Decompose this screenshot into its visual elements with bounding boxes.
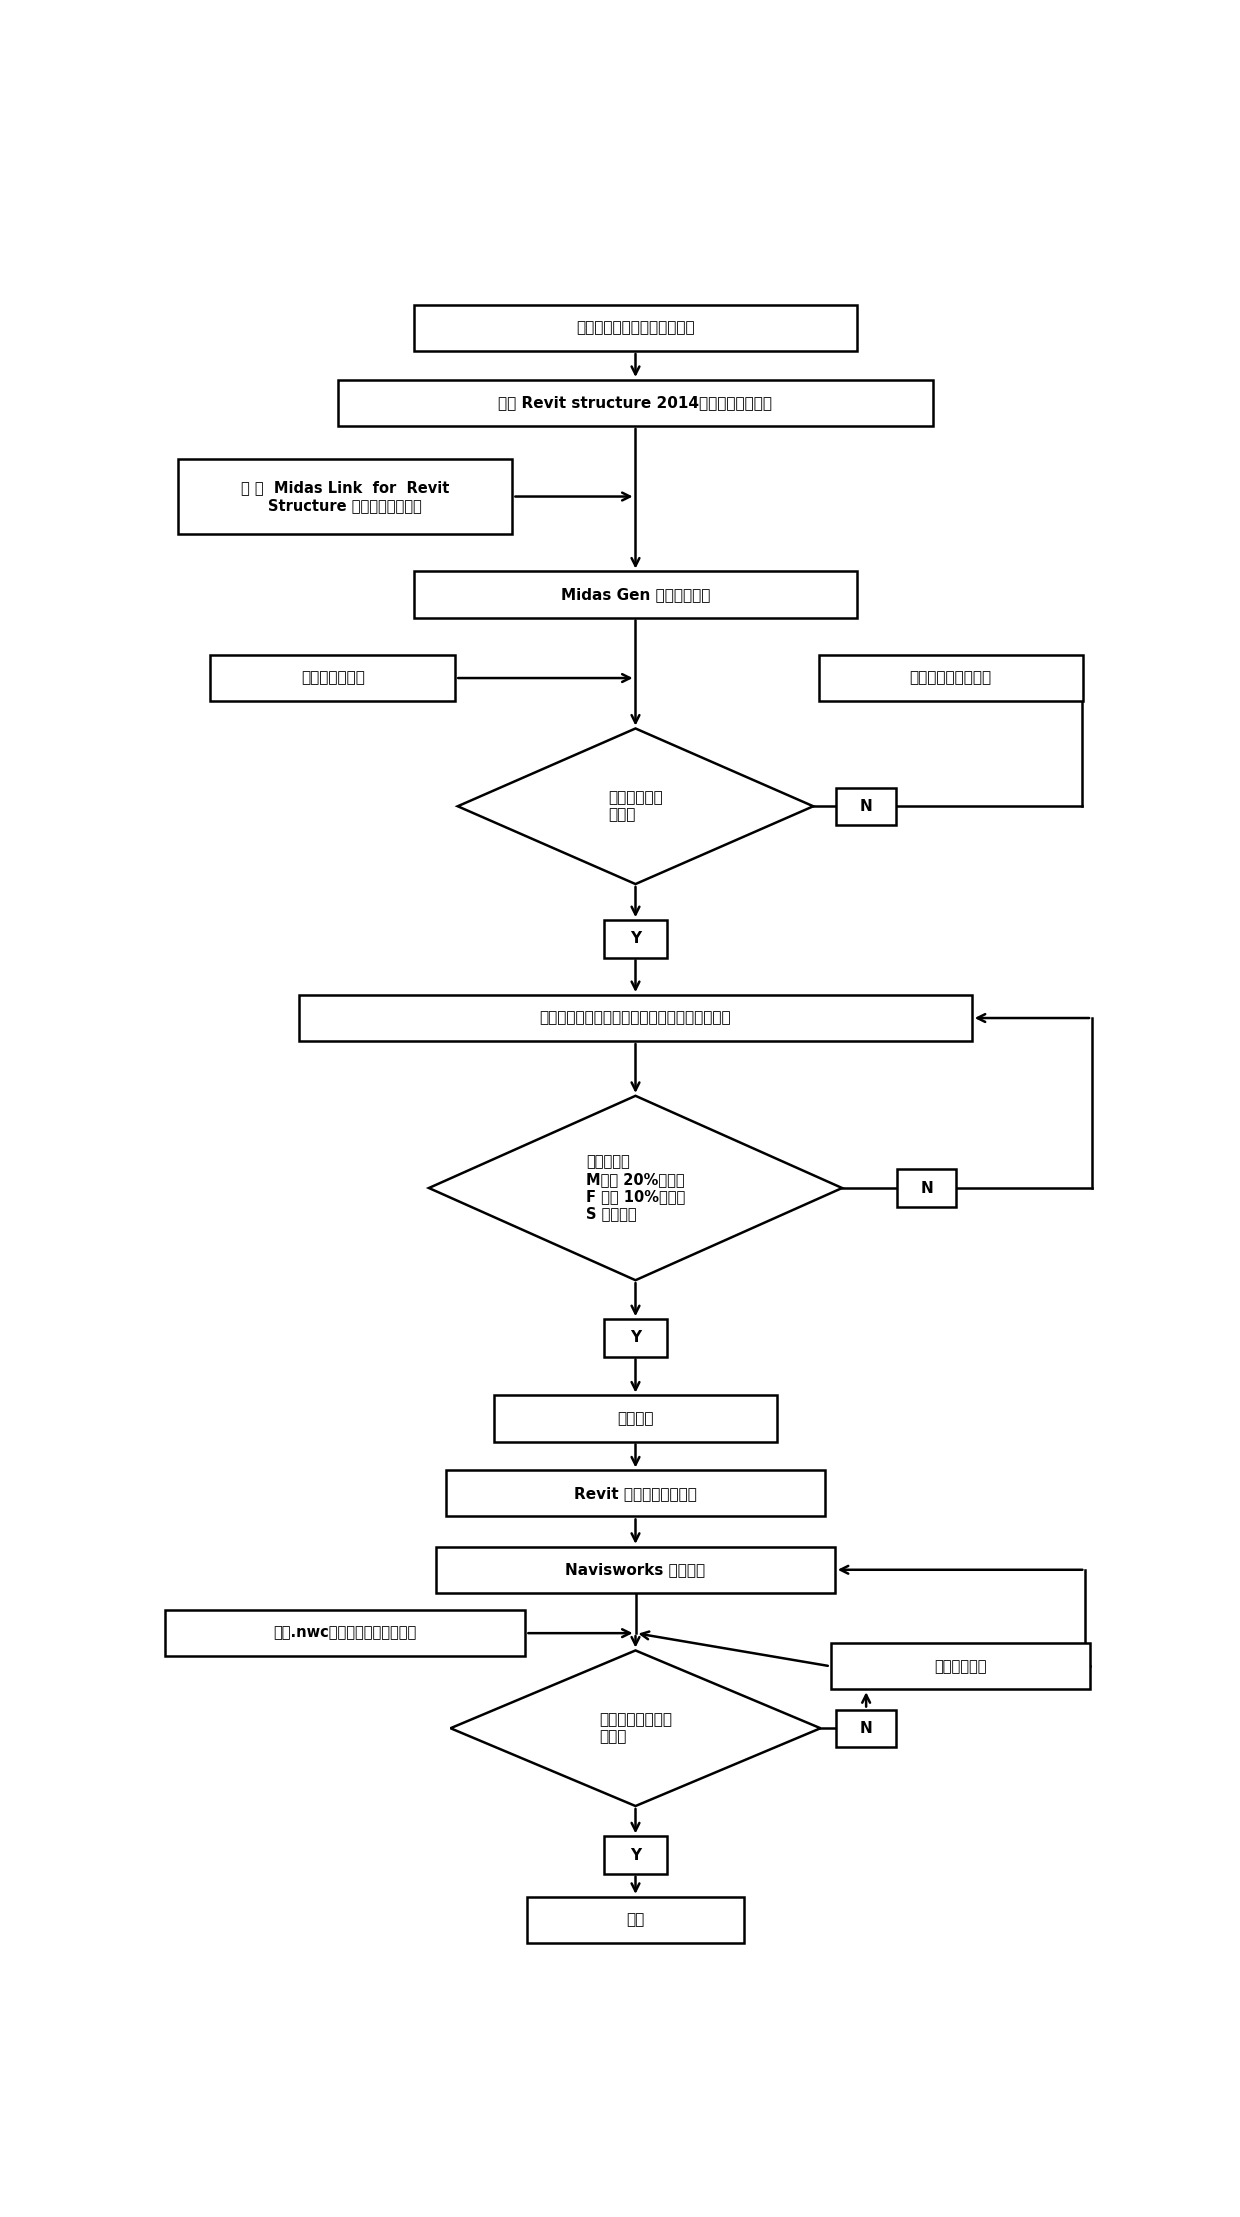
Polygon shape xyxy=(429,1095,842,1279)
Text: N: N xyxy=(920,1179,932,1195)
FancyBboxPatch shape xyxy=(604,1836,667,1873)
Text: Revit 三维建筑信息模型: Revit 三维建筑信息模型 xyxy=(574,1485,697,1501)
Text: 采用 Revit structure 2014建立三维信息模型: 采用 Revit structure 2014建立三维信息模型 xyxy=(498,395,773,410)
Text: Midas Gen 结构分析模型: Midas Gen 结构分析模型 xyxy=(560,588,711,603)
Text: 通过.nwc格式文件进行数据传导: 通过.nwc格式文件进行数据传导 xyxy=(274,1625,417,1641)
Text: 从施工安全、材料充分利用和经济因素结构优化: 从施工安全、材料充分利用和经济因素结构优化 xyxy=(539,1011,732,1026)
Text: 杆件是否满足
规范？: 杆件是否满足 规范？ xyxy=(608,789,663,823)
FancyBboxPatch shape xyxy=(818,654,1083,701)
Text: Y: Y xyxy=(630,1330,641,1346)
Polygon shape xyxy=(458,729,813,885)
FancyBboxPatch shape xyxy=(897,1168,956,1206)
FancyBboxPatch shape xyxy=(414,572,857,619)
Text: Y: Y xyxy=(630,1847,641,1862)
Text: N: N xyxy=(859,1720,873,1736)
Text: 优化模型: 优化模型 xyxy=(618,1410,653,1426)
Text: Y: Y xyxy=(630,931,641,947)
FancyBboxPatch shape xyxy=(299,995,972,1042)
FancyBboxPatch shape xyxy=(414,306,857,350)
FancyBboxPatch shape xyxy=(337,379,934,426)
FancyBboxPatch shape xyxy=(179,459,512,534)
Text: 改变截面类型和尺寸: 改变截面类型和尺寸 xyxy=(910,670,992,685)
Text: Navisworks 施工模拟: Navisworks 施工模拟 xyxy=(565,1563,706,1576)
FancyBboxPatch shape xyxy=(165,1610,526,1656)
Text: 结束: 结束 xyxy=(626,1913,645,1927)
FancyBboxPatch shape xyxy=(604,920,667,958)
FancyBboxPatch shape xyxy=(211,654,455,701)
FancyBboxPatch shape xyxy=(831,1643,1090,1689)
FancyBboxPatch shape xyxy=(836,787,897,825)
FancyBboxPatch shape xyxy=(436,1547,835,1592)
FancyBboxPatch shape xyxy=(836,1709,897,1747)
FancyBboxPatch shape xyxy=(604,1319,667,1357)
FancyBboxPatch shape xyxy=(494,1394,777,1441)
Text: 收集脚手架工程实际布置数据: 收集脚手架工程实际布置数据 xyxy=(577,321,694,335)
Text: 采 用  Midas Link  for  Revit
Structure 插件进行数据传递: 采 用 Midas Link for Revit Structure 插件进行数… xyxy=(241,481,449,512)
Text: N: N xyxy=(859,798,873,814)
Text: 结构有限元分析: 结构有限元分析 xyxy=(301,670,365,685)
Text: 施工进度计划是否
合理？: 施工进度计划是否 合理？ xyxy=(599,1712,672,1745)
Text: 施工顺序调整: 施工顺序调整 xyxy=(934,1658,987,1674)
FancyBboxPatch shape xyxy=(527,1898,744,1942)
Text: 是否满足：
M减少 20%以上、
F 减少 10%以上、
S 没有增大: 是否满足： M减少 20%以上、 F 减少 10%以上、 S 没有增大 xyxy=(585,1155,686,1222)
Polygon shape xyxy=(450,1649,821,1807)
FancyBboxPatch shape xyxy=(445,1470,826,1516)
